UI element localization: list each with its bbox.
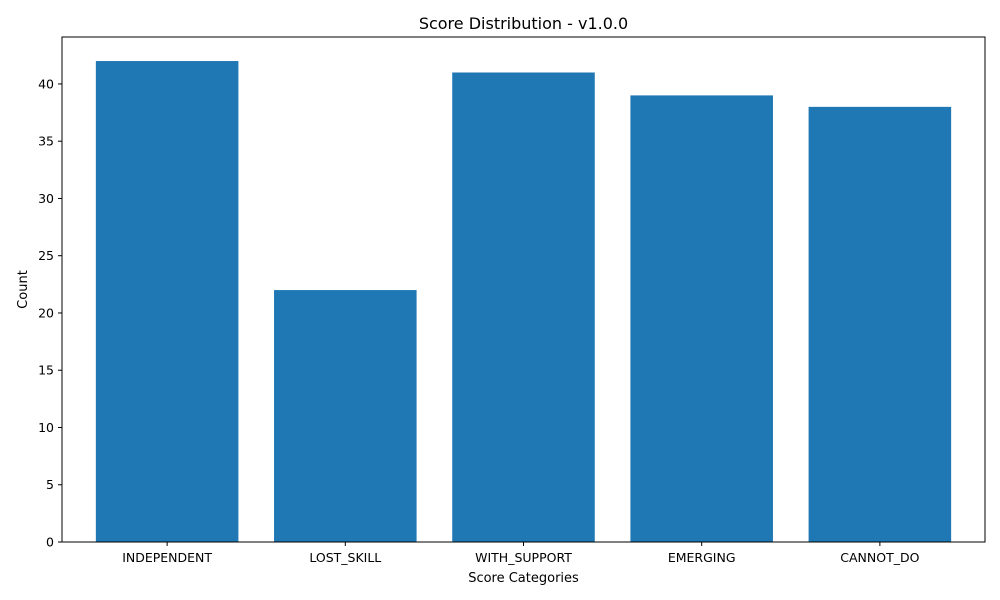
y-tick-label: 0	[46, 535, 54, 550]
y-tick-label: 25	[38, 248, 54, 263]
bars-layer	[95, 61, 952, 543]
y-tick-label: 40	[38, 76, 54, 91]
y-tick-label: 20	[38, 305, 54, 320]
x-tick-label: CANNOT_DO	[840, 550, 919, 565]
x-tick-label: EMERGING	[668, 550, 736, 565]
bar-cannot-do	[808, 106, 952, 543]
y-tick-label: 30	[38, 191, 54, 206]
y-tick-label: 35	[38, 134, 54, 149]
x-axis: INDEPENDENT LOST_SKILL WITH_SUPPORT EMERGIN…	[122, 542, 920, 565]
bar-emerging	[630, 95, 773, 542]
bar-lost-skill	[274, 290, 417, 542]
y-tick-label: 5	[46, 477, 54, 492]
x-tick-label: LOST_SKILL	[309, 550, 381, 565]
y-tick-label: 10	[38, 420, 54, 435]
bar-with-support	[452, 72, 595, 542]
x-tick-label: WITH_SUPPORT	[475, 550, 572, 565]
x-tick-label: INDEPENDENT	[122, 550, 212, 565]
x-axis-label: Score Categories	[468, 571, 579, 586]
plot-frame	[61, 36, 986, 543]
y-axis: 0 5 10 15 20 25 30 35 40	[38, 76, 62, 550]
y-tick-label: 15	[38, 363, 54, 378]
bar-independent	[95, 61, 239, 543]
y-axis-label: Count	[16, 270, 31, 309]
chart-title: Score Distribution - v1.0.0	[419, 14, 628, 33]
